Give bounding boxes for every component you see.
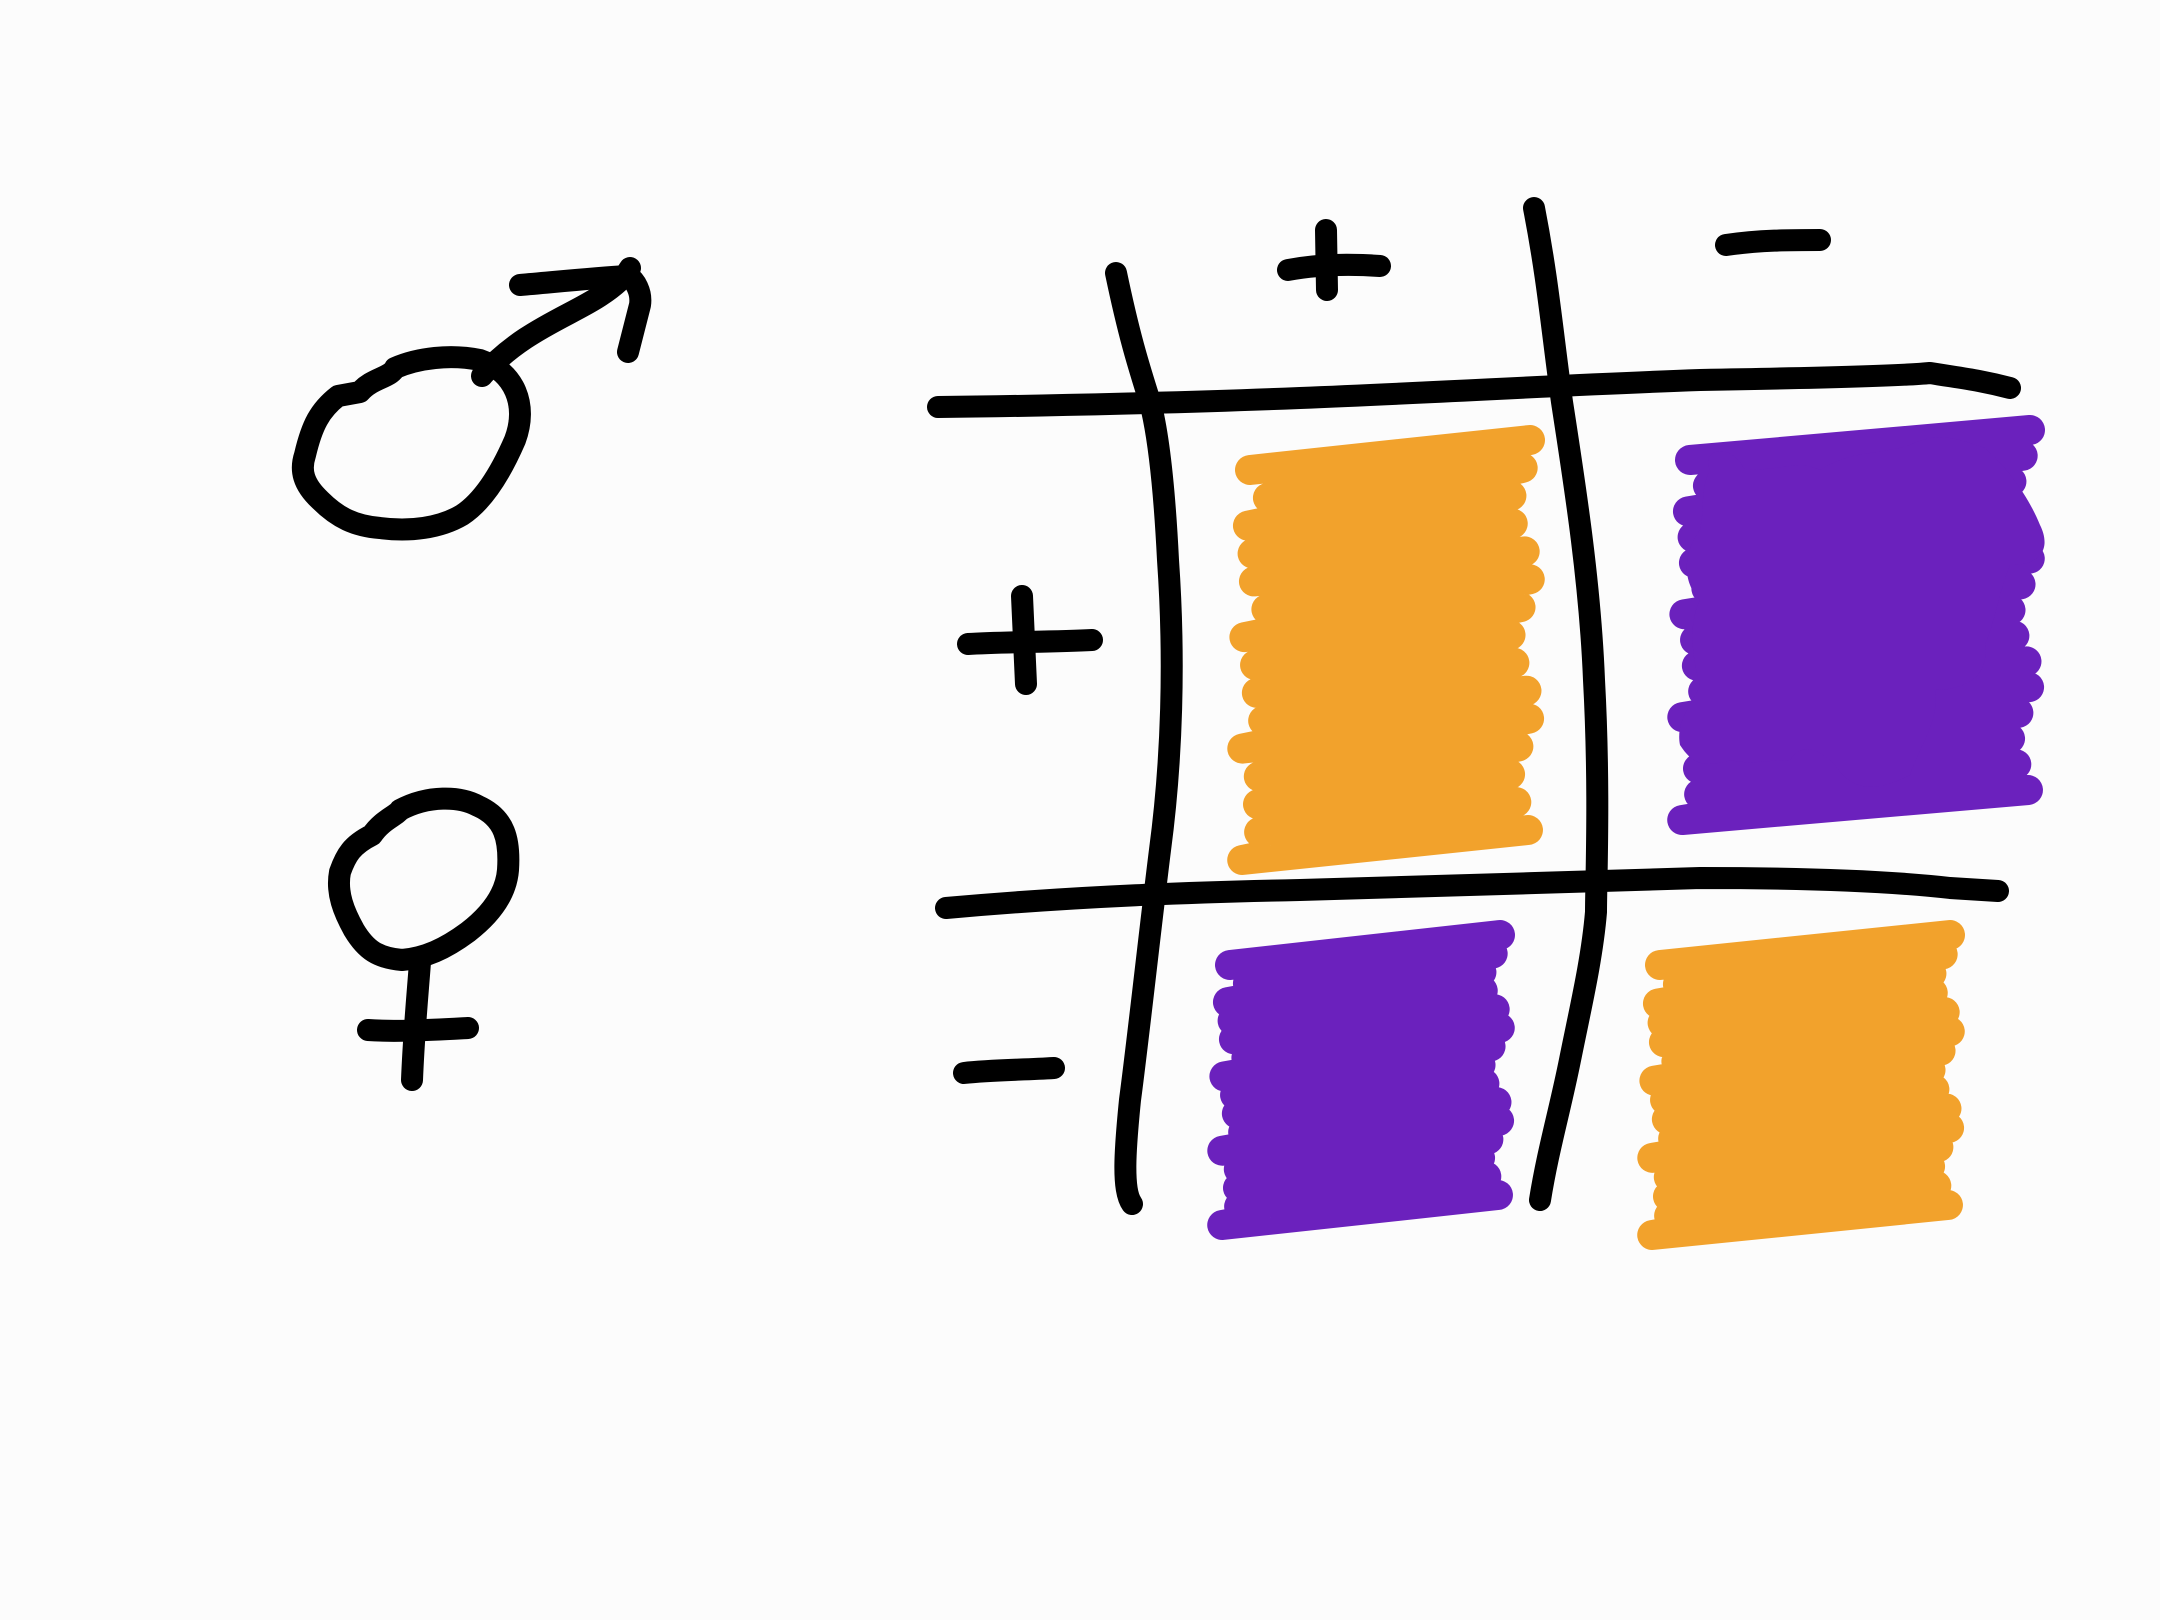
male-symbol-icon	[291, 257, 652, 541]
cell-1-0-purple	[1207, 920, 1515, 1240]
row-header-plus	[957, 585, 1103, 695]
female-symbol-icon	[328, 787, 520, 1091]
row-header-minus	[953, 1057, 1065, 1084]
cell-0-1-purple	[1667, 415, 2045, 835]
punnett-cells	[1207, 415, 2045, 1250]
column-header-plus	[1277, 219, 1391, 301]
punnett-grid	[927, 197, 2021, 1215]
cell-0-0-orange	[1227, 425, 1545, 875]
cell-1-1-orange	[1637, 920, 1965, 1250]
column-header-minus	[1715, 229, 1831, 256]
